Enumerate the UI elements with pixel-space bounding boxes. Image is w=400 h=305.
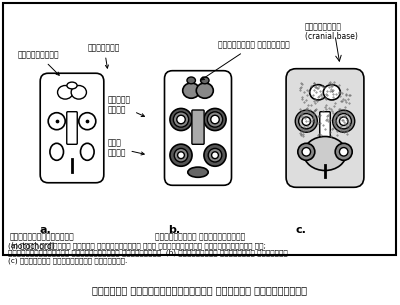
Circle shape — [335, 143, 352, 160]
Text: നേത്ര
പുടം: നേത്ര പുടം — [108, 95, 144, 117]
Circle shape — [302, 117, 310, 125]
Ellipse shape — [196, 83, 213, 98]
FancyBboxPatch shape — [286, 69, 364, 187]
Text: മസ്തിഷ്കം: മസ്തിഷ്കം — [18, 51, 60, 75]
FancyBboxPatch shape — [192, 110, 204, 144]
Circle shape — [340, 148, 348, 156]
Ellipse shape — [58, 85, 73, 99]
Circle shape — [212, 152, 218, 159]
Ellipse shape — [188, 167, 208, 177]
FancyBboxPatch shape — [40, 73, 104, 183]
Circle shape — [302, 148, 310, 156]
Circle shape — [48, 113, 65, 130]
Ellipse shape — [183, 83, 200, 98]
FancyBboxPatch shape — [164, 71, 232, 185]
Ellipse shape — [50, 143, 64, 160]
Text: ക്രേനിയൽ ബാറുകള്‍: ക്രേനിയൽ ബാറുകള്‍ — [201, 41, 290, 80]
Circle shape — [340, 117, 348, 125]
Circle shape — [178, 152, 184, 159]
Ellipse shape — [310, 85, 327, 100]
Circle shape — [211, 115, 219, 124]
Text: b.: b. — [168, 225, 180, 235]
Text: (a) പൂർവ കശേരുകി ഏന്ന് കരുതാവുന്ന ഒരു സാങ്കല്പിക മൃഗത്തിന്റെ തല;
പരിണാമത്തിന്റെ : (a) പൂർവ കശേരുകി ഏന്ന് കരുതാവുന്ന ഒരു സാ… — [8, 242, 290, 264]
Text: തലയോട് പരിണാമത്തിന്റെ മൂന്നു ഘട്ടങ്ങള്‍: തലയോട് പരിണാമത്തിന്റെ മൂന്നു ഘട്ടങ്ങള്‍ — [92, 285, 308, 295]
Circle shape — [204, 144, 226, 166]
Ellipse shape — [200, 77, 209, 84]
Ellipse shape — [187, 77, 196, 84]
Ellipse shape — [80, 143, 94, 160]
Circle shape — [299, 113, 314, 129]
Ellipse shape — [71, 85, 86, 99]
Circle shape — [173, 112, 189, 127]
Circle shape — [79, 113, 96, 130]
Circle shape — [295, 110, 317, 132]
Text: പാറാകോർഡൽ കാർട്ടിലജ്: പാറാകോർഡൽ കാർട്ടിലജ് — [155, 232, 245, 241]
Circle shape — [174, 149, 188, 162]
Circle shape — [298, 143, 315, 160]
Text: c.: c. — [295, 225, 306, 235]
Circle shape — [170, 109, 192, 131]
Text: കർണ
പുടം: കർണ പുടം — [108, 138, 144, 158]
FancyBboxPatch shape — [67, 112, 77, 144]
Ellipse shape — [323, 85, 340, 100]
Circle shape — [207, 112, 223, 127]
Circle shape — [336, 113, 351, 129]
Ellipse shape — [67, 82, 77, 89]
Circle shape — [170, 144, 192, 166]
Circle shape — [333, 110, 355, 132]
Text: നാസപുടം: നാസപുടം — [88, 44, 120, 68]
Circle shape — [204, 109, 226, 131]
Text: a.: a. — [40, 225, 52, 235]
Circle shape — [177, 115, 185, 124]
Text: ലന്റലുകോശദണ്ഡ്
(notochord): ലന്റലുകോശദണ്ഡ് (notochord) — [10, 232, 75, 251]
Circle shape — [208, 149, 222, 162]
Bar — [3, 3, 396, 255]
FancyBboxPatch shape — [320, 112, 330, 139]
Ellipse shape — [304, 137, 346, 170]
Text: കപാലപീഠം
(cranial base): കപാലപീഠം (cranial base) — [305, 22, 358, 41]
